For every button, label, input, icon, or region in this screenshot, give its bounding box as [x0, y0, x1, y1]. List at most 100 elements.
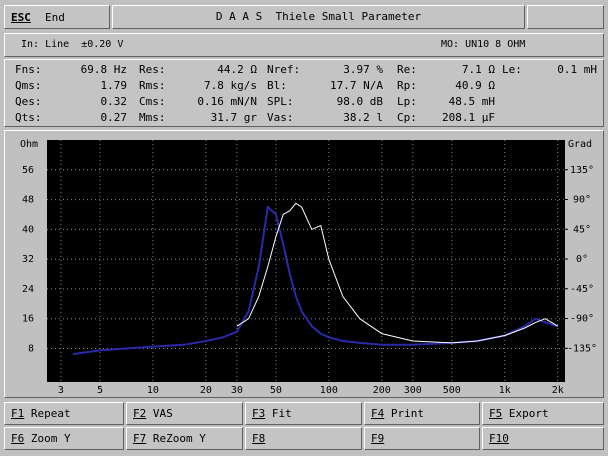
x-tick-label: 1k: [499, 385, 511, 396]
param: Lp: 48.5 mH: [397, 95, 495, 108]
key: F8: [252, 432, 266, 445]
param-value: 48.5 mH: [448, 95, 495, 108]
x-tick-label: 30: [231, 385, 243, 396]
escape-button[interactable]: ESC End: [4, 5, 110, 29]
x-tick-label: 300: [404, 385, 422, 396]
y-tick-label: 40: [22, 224, 34, 235]
function-key[interactable]: F3 Fit: [245, 402, 362, 425]
param-value: 38.2 l: [343, 111, 383, 124]
param-label: Le:: [502, 63, 522, 76]
function-key[interactable]: F6 Zoom Y: [4, 427, 124, 450]
params-panel: Fns: 69.8 Hz Res: 44.2 Ω Nref: 3.97 % Re: 7.1 Ω…: [4, 59, 604, 127]
plot-area: [47, 140, 565, 382]
function-key[interactable]: F9: [364, 427, 480, 450]
function-key[interactable]: F8: [245, 427, 362, 450]
key-label: VAS: [152, 407, 173, 420]
param: Re: 7.1 Ω: [397, 63, 495, 76]
param-label: Lp:: [397, 95, 417, 108]
label: End: [45, 11, 65, 24]
param: Le: 0.1 mH: [502, 63, 597, 76]
param: Qes: 0.32: [15, 95, 127, 108]
y2-tick-label: 135°: [570, 165, 594, 176]
param-value: 31.7 gr: [210, 111, 257, 124]
key-label: Export: [508, 407, 549, 420]
key: F2: [133, 407, 147, 420]
key: F3: [252, 407, 266, 420]
param-label: Qms:: [15, 79, 42, 92]
param: Vas: 38.2 l: [267, 111, 383, 124]
blank-box: [527, 5, 604, 29]
param-value: 40.9 Ω: [455, 79, 495, 92]
key: F4: [371, 407, 385, 420]
param-label: Re:: [397, 63, 417, 76]
param: Cp: 208.1 µF: [397, 111, 495, 124]
param: Bl: 17.7 N/A: [267, 79, 383, 92]
key-label: ReZoom Y: [152, 432, 206, 445]
param-value: 17.7 N/A: [330, 79, 383, 92]
param-value: 44.2 Ω: [217, 63, 257, 76]
function-key[interactable]: F10: [482, 427, 604, 450]
input-info: In: Line ±0.20 V: [21, 39, 124, 50]
param-label: Bl:: [267, 79, 287, 92]
param: Res: 44.2 Ω: [139, 63, 257, 76]
y-axis-label: Ohm: [20, 139, 38, 150]
key: F10: [489, 432, 509, 445]
x-tick-label: 5: [97, 385, 103, 396]
x-tick-label: 10: [147, 385, 159, 396]
param-value: 0.1 mH: [557, 63, 597, 76]
model-info: MO: UN10 8 OHM: [441, 39, 526, 50]
key: F6: [11, 432, 25, 445]
key-label: Fit: [271, 407, 292, 420]
y2-tick-label: -45°: [570, 284, 594, 295]
y-tick-label: 48: [22, 195, 34, 206]
x-tick-label: 20: [200, 385, 212, 396]
y2-tick-label: -90°: [570, 314, 594, 325]
y-tick-label: 24: [22, 284, 34, 295]
y2-tick-label: 0°: [576, 254, 588, 265]
curve: [236, 202, 558, 344]
function-key[interactable]: F5 Export: [482, 402, 604, 425]
x-tick-label: 500: [443, 385, 461, 396]
key: ESC: [11, 11, 31, 24]
param: Fns: 69.8 Hz: [15, 63, 127, 76]
param-label: Mms:: [139, 111, 166, 124]
param-value: 0.16 mN/N: [197, 95, 257, 108]
key: F5: [489, 407, 503, 420]
param: SPL: 98.0 dB: [267, 95, 383, 108]
key: F7: [133, 432, 147, 445]
param-value: 98.0 dB: [336, 95, 383, 108]
function-key[interactable]: F4 Print: [364, 402, 480, 425]
param: Mms: 31.7 gr: [139, 111, 257, 124]
x-tick-label: 100: [320, 385, 338, 396]
param-label: Qts:: [15, 111, 42, 124]
param-label: SPL:: [267, 95, 294, 108]
param-value: 0.32: [100, 95, 128, 108]
param: Rp: 40.9 Ω: [397, 79, 495, 92]
param-value: 7.8 kg/s: [204, 79, 257, 92]
y2-tick-label: 90°: [573, 195, 591, 206]
function-key[interactable]: F1 Repeat: [4, 402, 124, 425]
y-tick-label: 16: [22, 314, 34, 325]
function-key[interactable]: F7 ReZoom Y: [126, 427, 243, 450]
x-tick-label: 50: [270, 385, 282, 396]
param-value: 1.79: [100, 79, 128, 92]
param: Qms: 1.79: [15, 79, 127, 92]
param-label: Cp:: [397, 111, 417, 124]
param-label: Fns:: [15, 63, 42, 76]
y2-axis-label: Grad: [568, 139, 592, 150]
param-label: Cms:: [139, 95, 166, 108]
param-label: Rp:: [397, 79, 417, 92]
y-tick-label: 56: [22, 165, 34, 176]
function-key[interactable]: F2 VAS: [126, 402, 243, 425]
x-tick-label: 3: [58, 385, 64, 396]
param: Nref: 3.97 %: [267, 63, 383, 76]
param: Rms: 7.8 kg/s: [139, 79, 257, 92]
key-label: Repeat: [30, 407, 71, 420]
param-label: Vas:: [267, 111, 294, 124]
param: Cms: 0.16 mN/N: [139, 95, 257, 108]
param-value: 69.8 Hz: [80, 63, 127, 76]
title: D A A S Thiele Small Parameter: [215, 10, 422, 23]
param-label: Nref:: [267, 63, 301, 76]
y-tick-label: 32: [22, 254, 34, 265]
